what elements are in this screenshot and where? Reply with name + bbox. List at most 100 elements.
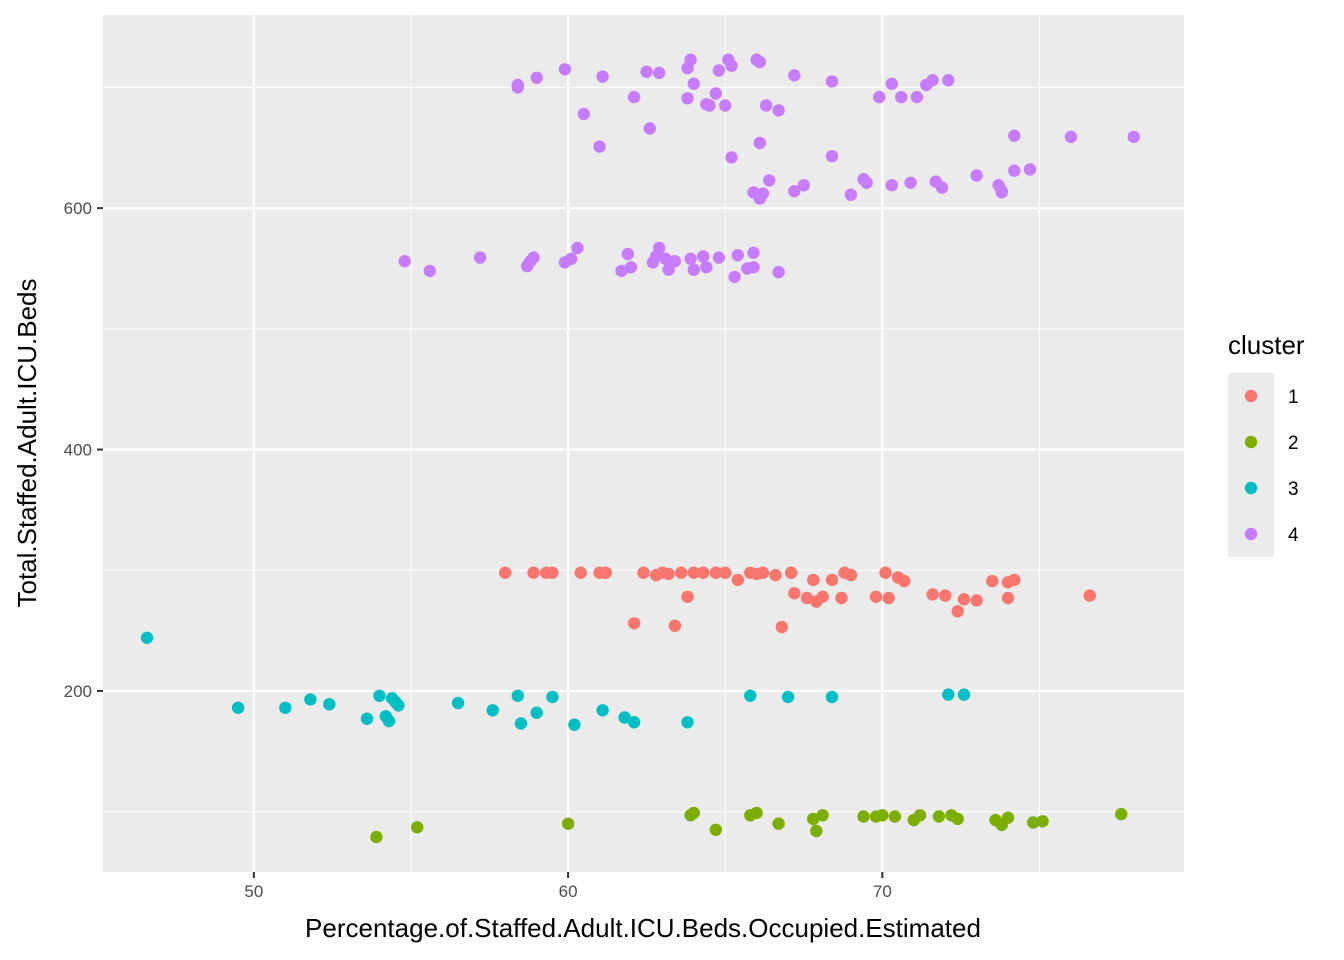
data-point-cluster-1 bbox=[599, 566, 612, 579]
data-point-cluster-1 bbox=[788, 587, 801, 600]
data-point-cluster-1 bbox=[731, 573, 744, 587]
data-point-cluster-4 bbox=[763, 174, 776, 187]
data-point-cluster-4 bbox=[825, 150, 839, 163]
data-point-cluster-2 bbox=[951, 812, 964, 826]
data-point-cluster-1 bbox=[681, 590, 694, 603]
legend-key-background bbox=[1228, 373, 1274, 557]
data-point-cluster-4 bbox=[753, 192, 766, 205]
data-points bbox=[140, 53, 1140, 844]
data-point-cluster-1 bbox=[807, 573, 820, 587]
data-point-cluster-1 bbox=[627, 617, 641, 630]
data-point-cluster-1 bbox=[1008, 573, 1021, 587]
data-point-cluster-4 bbox=[725, 151, 738, 164]
data-point-cluster-4 bbox=[753, 136, 766, 150]
data-point-cluster-1 bbox=[951, 605, 964, 618]
data-point-cluster-4 bbox=[687, 77, 700, 91]
data-point-cluster-3 bbox=[486, 704, 499, 717]
data-point-cluster-4 bbox=[935, 181, 949, 194]
data-point-cluster-3 bbox=[392, 699, 405, 712]
y-tick-labels: 200 400 600 bbox=[64, 199, 92, 701]
data-point-cluster-4 bbox=[772, 265, 785, 279]
data-point-cluster-4 bbox=[712, 64, 726, 77]
data-point-cluster-4 bbox=[662, 263, 675, 276]
legend-items: 1 2 3 4 bbox=[1244, 387, 1299, 546]
data-point-cluster-4 bbox=[1023, 163, 1037, 176]
data-point-cluster-2 bbox=[1027, 816, 1040, 829]
data-point-cluster-2 bbox=[1115, 807, 1128, 821]
data-point-cluster-2 bbox=[888, 810, 902, 823]
data-point-cluster-4 bbox=[885, 179, 898, 192]
data-point-cluster-4 bbox=[788, 185, 801, 198]
data-point-cluster-4 bbox=[571, 241, 584, 255]
data-point-cluster-4 bbox=[995, 185, 1008, 198]
data-point-cluster-4 bbox=[596, 70, 609, 83]
x-axis-title: Percentage.of.Staffed.Adult.ICU.Beds.Occ… bbox=[305, 913, 981, 943]
data-point-cluster-4 bbox=[759, 99, 773, 112]
data-point-cluster-2 bbox=[913, 809, 927, 822]
data-point-cluster-3 bbox=[825, 690, 839, 704]
data-point-cluster-2 bbox=[816, 809, 829, 822]
data-point-cluster-1 bbox=[882, 591, 895, 605]
data-point-cluster-1 bbox=[709, 566, 722, 579]
data-point-cluster-1 bbox=[835, 591, 848, 605]
data-point-cluster-4 bbox=[697, 250, 710, 263]
data-point-cluster-4 bbox=[709, 87, 722, 100]
data-point-cluster-4 bbox=[895, 90, 908, 104]
data-point-cluster-1 bbox=[816, 590, 829, 603]
data-point-cluster-4 bbox=[788, 69, 801, 82]
data-point-cluster-4 bbox=[719, 99, 732, 112]
data-point-cluster-4 bbox=[747, 246, 760, 259]
major-gridlines bbox=[103, 15, 1184, 872]
data-point-cluster-4 bbox=[684, 53, 697, 66]
legend-label-2: 2 bbox=[1288, 433, 1299, 454]
data-point-cluster-3 bbox=[279, 701, 292, 714]
legend-key-2 bbox=[1244, 435, 1258, 449]
data-point-cluster-1 bbox=[926, 588, 939, 601]
data-point-cluster-1 bbox=[574, 566, 587, 579]
data-point-cluster-4 bbox=[653, 241, 666, 255]
data-point-cluster-4 bbox=[797, 179, 810, 192]
y-axis-title: Total.Staffed.Adult.ICU.Beds bbox=[12, 278, 42, 607]
legend-title: cluster bbox=[1228, 330, 1305, 360]
plot-panel bbox=[103, 15, 1184, 872]
data-point-cluster-1 bbox=[769, 568, 782, 582]
data-point-cluster-4 bbox=[687, 263, 700, 276]
data-point-cluster-3 bbox=[568, 718, 581, 731]
data-point-cluster-3 bbox=[546, 690, 559, 704]
data-point-cluster-4 bbox=[1127, 130, 1140, 144]
data-point-cluster-1 bbox=[697, 566, 710, 579]
data-point-cluster-4 bbox=[926, 74, 939, 87]
data-point-cluster-1 bbox=[825, 573, 839, 587]
data-point-cluster-4 bbox=[970, 169, 983, 182]
data-point-cluster-4 bbox=[668, 255, 682, 268]
data-point-cluster-4 bbox=[1008, 164, 1021, 177]
legend-key-4 bbox=[1244, 527, 1258, 541]
data-point-cluster-2 bbox=[1036, 815, 1049, 828]
y-tick-label: 200 bbox=[64, 682, 92, 701]
data-point-cluster-2 bbox=[810, 824, 823, 838]
x-tick-label: 70 bbox=[873, 882, 892, 901]
data-point-cluster-3 bbox=[323, 698, 336, 711]
data-point-cluster-1 bbox=[1001, 591, 1015, 605]
data-point-cluster-1 bbox=[898, 574, 911, 588]
data-point-cluster-4 bbox=[712, 251, 726, 264]
data-point-cluster-4 bbox=[511, 81, 524, 94]
data-point-cluster-4 bbox=[681, 92, 694, 105]
x-tick-label: 50 bbox=[244, 882, 263, 901]
data-point-cluster-3 bbox=[514, 717, 528, 730]
data-point-cluster-4 bbox=[844, 188, 858, 201]
data-point-cluster-1 bbox=[1083, 589, 1096, 602]
data-point-cluster-4 bbox=[942, 74, 955, 87]
data-point-cluster-1 bbox=[675, 566, 688, 579]
data-point-cluster-4 bbox=[621, 247, 634, 261]
data-point-cluster-4 bbox=[1008, 129, 1021, 142]
data-point-cluster-3 bbox=[530, 706, 543, 719]
data-point-cluster-3 bbox=[382, 714, 396, 728]
data-point-cluster-3 bbox=[231, 701, 245, 714]
data-point-cluster-4 bbox=[624, 261, 638, 274]
data-point-cluster-2 bbox=[709, 823, 722, 836]
data-point-cluster-3 bbox=[744, 689, 757, 702]
data-point-cluster-1 bbox=[800, 591, 814, 605]
legend-label-4: 4 bbox=[1288, 525, 1299, 546]
data-point-cluster-3 bbox=[942, 688, 955, 701]
